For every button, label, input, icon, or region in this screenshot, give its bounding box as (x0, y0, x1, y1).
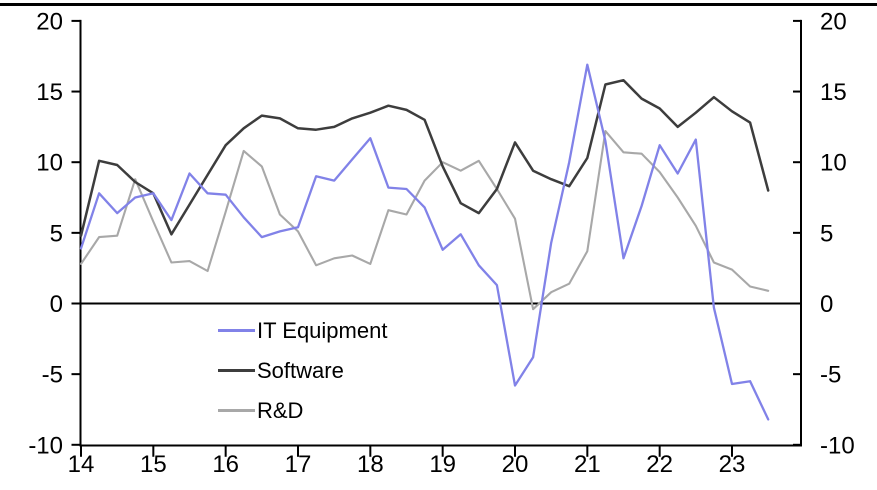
x-axis-label: 19 (429, 451, 456, 478)
axes (79, 19, 802, 447)
right-axis-label: 20 (820, 8, 847, 35)
series-line-software (79, 78, 770, 237)
legend-label-it-equipment: IT Equipment (257, 318, 388, 343)
x-axis-label: 16 (212, 451, 239, 478)
rd-line-swatch (218, 409, 255, 412)
left-axis-label: 15 (36, 79, 63, 106)
right-axis-label: 10 (820, 150, 847, 177)
legend-item-software: Software (218, 359, 387, 382)
legend-label-software: Software (257, 358, 344, 383)
right-axis-label: -5 (820, 362, 841, 389)
left-axis-label: 5 (50, 220, 63, 247)
x-axis-label: 18 (357, 451, 384, 478)
tick-marks (71, 19, 801, 457)
top-rule (0, 3, 877, 6)
series-lines (79, 63, 770, 421)
x-axis-label: 21 (574, 451, 601, 478)
x-axis-label: 23 (719, 451, 746, 478)
left-axis-label: 20 (36, 8, 63, 35)
right-axis-label: 15 (820, 79, 847, 106)
x-axis-label: 17 (285, 451, 312, 478)
series-line-it-equipment (79, 63, 770, 421)
left-axis-label: -5 (42, 362, 63, 389)
x-axis-label: 15 (140, 451, 167, 478)
left-axis-label: 0 (50, 291, 63, 318)
legend: IT Equipment Software R&D (218, 319, 387, 422)
x-axis-label: 14 (68, 451, 95, 478)
software-line-swatch (218, 369, 255, 372)
legend-item-it-equipment: IT Equipment (218, 319, 387, 342)
legend-item-rd: R&D (218, 399, 387, 422)
left-axis-label: -10 (28, 432, 63, 459)
left-axis-label: 10 (36, 150, 63, 177)
legend-label-rd: R&D (257, 398, 304, 423)
right-axis-label: -10 (820, 432, 855, 459)
x-axis-label: 20 (502, 451, 529, 478)
right-axis-label: 5 (820, 220, 833, 247)
right-axis-label: 0 (820, 291, 833, 318)
x-axis-label: 22 (646, 451, 673, 478)
series-line-r-d (79, 130, 770, 311)
it-equipment-line-swatch (218, 329, 255, 332)
